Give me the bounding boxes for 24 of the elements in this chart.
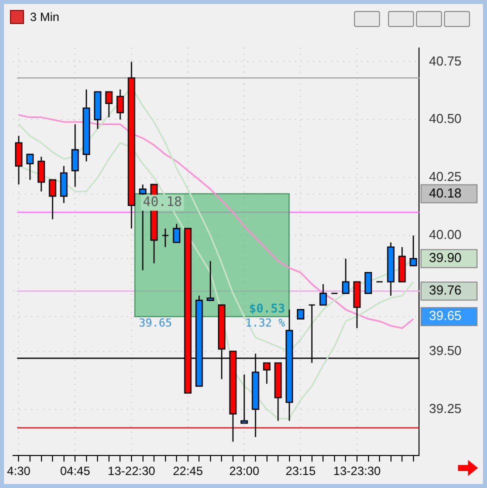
annotation: $0.53: [248, 302, 286, 316]
x-tick-label: 23:15: [286, 464, 316, 478]
x-tick-label: 13-23:30: [333, 464, 381, 478]
y-tick-label: 40.00: [429, 227, 462, 242]
y-tick-label: 40.25: [429, 169, 462, 184]
x-tick-label: 04:45: [60, 464, 90, 478]
candlestick: [296, 309, 304, 320]
y-tick-label: 39.90: [429, 250, 462, 266]
x-tick-label: 23:00: [229, 464, 260, 478]
x-tick-label: 13-22:30: [108, 464, 156, 478]
y-tick-label: 39.25: [429, 400, 462, 416]
y-tick-label: 40.18: [429, 185, 462, 200]
x-tick-label: 4:30: [7, 464, 31, 478]
y-tick-label: 39.50: [429, 342, 462, 358]
y-tick-label: 39.65: [429, 308, 462, 324]
annotation: 1.32 %: [245, 316, 286, 330]
y-tick-label: 39.76: [429, 282, 462, 298]
annotation: 40.18: [142, 195, 182, 210]
annotation: 39.65: [138, 316, 172, 330]
y-tick-label: 40.75: [429, 53, 462, 68]
chart-title: 3 Min: [30, 10, 60, 24]
candlestick: [364, 272, 372, 294]
y-tick-label: 40.50: [429, 111, 462, 126]
x-tick-label: 22:45: [172, 464, 204, 478]
